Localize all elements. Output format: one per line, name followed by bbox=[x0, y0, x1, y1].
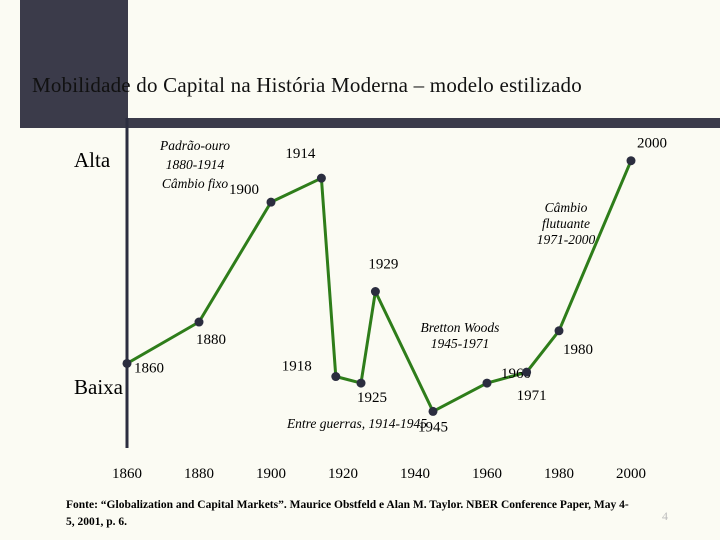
annotation-padrao-line-2: Câmbio fixo bbox=[162, 176, 229, 191]
x-tick-1880: 1880 bbox=[184, 466, 214, 482]
x-tick-2000: 2000 bbox=[616, 466, 646, 482]
data-point-1945 bbox=[428, 406, 438, 416]
data-point-1929 bbox=[370, 287, 380, 297]
annotation-flutuante-line-0: Câmbio bbox=[545, 200, 588, 215]
point-label-1945: 1945 bbox=[418, 419, 448, 435]
data-point-1914 bbox=[316, 173, 326, 183]
x-tick-1900: 1900 bbox=[256, 466, 286, 482]
annotation-entre-line-0: Entre guerras, 1914-1945 bbox=[286, 416, 427, 431]
x-tick-1860: 1860 bbox=[112, 466, 142, 482]
point-label-1880: 1880 bbox=[196, 332, 226, 348]
title-underline-bar bbox=[20, 118, 720, 128]
point-label-1929: 1929 bbox=[368, 257, 398, 273]
page-number: 4 bbox=[662, 509, 668, 523]
decorative-dark-block bbox=[20, 0, 128, 118]
annotation-padrao-line-1: 1880-1914 bbox=[166, 157, 225, 172]
point-label-1900: 1900 bbox=[229, 182, 259, 198]
data-point-1960 bbox=[482, 378, 492, 388]
annotation-flutuante-line-2: 1971-2000 bbox=[537, 232, 596, 247]
annotation-padrao-line-0: Padrão-ouro bbox=[159, 138, 230, 153]
x-tick-1960: 1960 bbox=[472, 466, 502, 482]
point-label-2000: 2000 bbox=[637, 136, 667, 152]
data-point-1971 bbox=[522, 367, 532, 377]
y-label-high: Alta bbox=[74, 148, 111, 172]
point-label-1918: 1918 bbox=[282, 359, 312, 375]
x-tick-1980: 1980 bbox=[544, 466, 574, 482]
point-label-1914: 1914 bbox=[285, 146, 316, 162]
point-label-1971: 1971 bbox=[517, 388, 547, 404]
data-point-1860 bbox=[122, 358, 132, 368]
data-point-2000 bbox=[626, 156, 636, 166]
series-layer: 1860188019001914191819251929194519601971… bbox=[122, 136, 667, 435]
data-point-1925 bbox=[356, 378, 366, 388]
annotation-layer: Padrão-ouro 1880-1914 Câmbio fixo Câmbioflu… bbox=[159, 138, 595, 431]
data-point-1980 bbox=[554, 326, 564, 336]
x-tick-1920: 1920 bbox=[328, 466, 358, 482]
point-label-1860: 1860 bbox=[134, 360, 164, 376]
annotation-bretton-line-1: 1945-1971 bbox=[431, 336, 490, 351]
source-footnote: Fonte: “Globalization and Capital Market… bbox=[66, 499, 629, 528]
y-label-low: Baixa bbox=[74, 375, 123, 399]
series-line bbox=[126, 160, 633, 413]
x-tick-1940: 1940 bbox=[400, 466, 430, 482]
point-label-1925: 1925 bbox=[357, 390, 387, 406]
annotation-bretton-line-0: Bretton Woods bbox=[421, 320, 500, 335]
slide-title: Mobilidade do Capital na História Modern… bbox=[32, 73, 582, 97]
point-label-1980: 1980 bbox=[563, 342, 593, 358]
data-point-1918 bbox=[331, 372, 341, 382]
data-point-1900 bbox=[266, 197, 276, 207]
x-tick-labels: 1860 1880 1900 1920 1940 1960 1980 2000 bbox=[112, 466, 646, 482]
data-point-1880 bbox=[194, 317, 204, 327]
annotation-flutuante-line-1: flutuante bbox=[542, 216, 590, 231]
